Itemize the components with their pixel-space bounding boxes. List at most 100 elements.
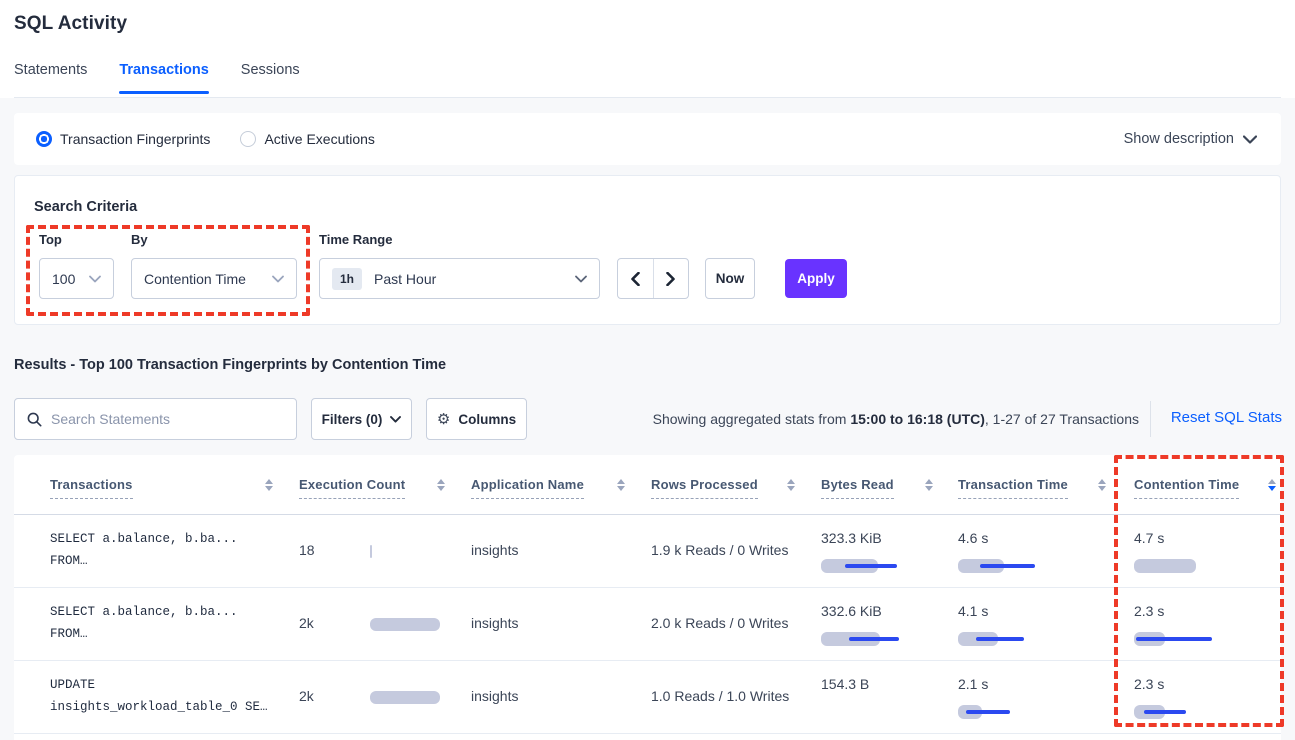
page-header: SQL Activity Statements Transactions Ses… [0, 0, 1295, 98]
next-interval-button[interactable] [654, 259, 689, 298]
tab-sessions[interactable]: Sessions [240, 62, 300, 78]
sort-icon-bytes-read[interactable] [925, 479, 933, 491]
by-field-label: By [131, 232, 148, 247]
stats-time-range: 15:00 to 16:18 (UTC) [850, 411, 985, 427]
radio-transaction-fingerprints[interactable]: Transaction Fingerprints [36, 131, 210, 147]
transaction-fingerprint-text[interactable]: SELECT a.balance, b.ba... FROM… [50, 605, 238, 641]
search-statements-box [14, 398, 297, 440]
time-range-nav [617, 258, 689, 299]
contention-time-value: 2.3 s [1134, 676, 1165, 692]
time-range-value: Past Hour [374, 270, 437, 287]
bytes-read-cell: 323.3 KiB [821, 515, 991, 588]
tab-transactions[interactable]: Transactions [119, 62, 210, 94]
column-header-execution-count[interactable]: Execution Count [299, 477, 406, 499]
transaction-time-cell: 2.1 s [958, 661, 1128, 734]
sort-icon-application-name[interactable] [617, 479, 625, 491]
table-header-row: Transactions Execution Count Application… [14, 455, 1281, 515]
contention-time-value: 4.7 s [1134, 530, 1165, 546]
apply-button[interactable]: Apply [785, 259, 847, 298]
transaction-time-value: 2.1 s [958, 676, 989, 692]
contention-time-stddev-line [1136, 637, 1212, 641]
transactions-table: Transactions Execution Count Application… [14, 455, 1281, 740]
transaction-time-cell: 4.1 s [958, 588, 1128, 661]
table-row[interactable]: SELECT a.balance, b.ba... FROM… 2k insigh… [14, 588, 1281, 661]
view-toggle-bar: Transaction Fingerprints Active Executio… [14, 113, 1281, 165]
column-header-contention-time[interactable]: Contention Time [1134, 477, 1240, 499]
chevron-down-icon [272, 275, 284, 283]
time-range-field-label: Time Range [319, 232, 393, 247]
column-header-rows-processed[interactable]: Rows Processed [651, 477, 758, 499]
transaction-time-value: 4.6 s [958, 530, 989, 546]
column-header-application-name[interactable]: Application Name [471, 477, 584, 499]
rows-processed-value: 2.0 k Reads / 0 Writes [651, 615, 789, 631]
top-field-label: Top [39, 232, 62, 247]
transaction-time-value: 4.1 s [958, 603, 989, 619]
chevron-down-icon [390, 415, 402, 423]
rows-processed-value: 1.0 Reads / 1.0 Writes [651, 688, 790, 704]
now-button[interactable]: Now [705, 258, 755, 299]
bytes-read-stddev-line [845, 564, 897, 568]
bytes-read-value: 154.3 B [821, 676, 870, 692]
execution-count-value: 2k [299, 615, 314, 631]
bytes-read-value: 332.6 KiB [821, 603, 882, 619]
top-select[interactable]: 100 [39, 258, 114, 299]
contention-time-cell: 2.3 s [1134, 661, 1295, 734]
radio-label: Active Executions [264, 131, 375, 147]
reset-sql-stats-link[interactable]: Reset SQL Stats [1170, 409, 1282, 426]
chevron-down-icon [1243, 134, 1257, 144]
by-select-value: Contention Time [144, 270, 246, 287]
transaction-fingerprint-text[interactable]: UPDATE insights_workload_table_0 SE… [50, 678, 268, 714]
view-radio-group: Transaction Fingerprints Active Executio… [36, 131, 375, 147]
radio-unselected-icon [240, 131, 257, 147]
application-name-value: insights [471, 688, 519, 704]
chevron-right-icon [666, 271, 676, 286]
table-row[interactable]: UPDATE insights_workload_table_0 SE… 2k i… [14, 661, 1281, 734]
bytes-read-cell: 154.3 B [821, 661, 991, 734]
sort-icon-transaction-time[interactable] [1098, 479, 1106, 491]
transaction-fingerprint-text[interactable]: SELECT a.balance, b.ba... FROM… [50, 532, 238, 568]
show-description-label: Show description [1123, 131, 1234, 147]
page-title: SQL Activity [14, 13, 128, 34]
transaction-time-cell: 4.6 s [958, 515, 1128, 588]
transaction-time-stddev-line [980, 564, 1035, 568]
toolbar-divider [1150, 401, 1151, 437]
top-select-value: 100 [52, 270, 76, 287]
sort-icon-rows-processed[interactable] [787, 479, 795, 491]
filters-button-label: Filters (0) [321, 411, 383, 427]
execution-count-value: 18 [299, 542, 315, 558]
column-header-bytes-read[interactable]: Bytes Read [821, 477, 894, 499]
execution-count-bar [370, 618, 440, 631]
contention-time-stddev-line [1144, 710, 1186, 714]
bytes-read-stddev-line [849, 637, 899, 641]
by-select[interactable]: Contention Time [131, 258, 297, 299]
tab-statements[interactable]: Statements [14, 62, 88, 78]
previous-interval-button[interactable] [618, 259, 654, 298]
search-statements-input[interactable] [51, 411, 286, 427]
time-range-select[interactable]: 1h Past Hour [319, 258, 600, 299]
chevron-left-icon [630, 271, 640, 286]
columns-button[interactable]: ⚙ Columns [426, 398, 527, 440]
radio-active-executions[interactable]: Active Executions [240, 131, 375, 147]
application-name-value: insights [471, 542, 519, 558]
filters-button[interactable]: Filters (0) [311, 398, 412, 440]
column-header-transaction-time[interactable]: Transaction Time [958, 477, 1068, 499]
sort-icon-transactions[interactable] [265, 479, 273, 491]
contention-time-bar [1134, 559, 1196, 573]
sort-icon-execution-count[interactable] [437, 479, 445, 491]
table-row[interactable]: SELECT a.balance, b.ba... FROM… 18 insigh… [14, 515, 1281, 588]
column-header-transactions[interactable]: Transactions [50, 477, 133, 499]
sort-icon-contention-time-active[interactable] [1268, 479, 1276, 491]
transaction-time-stddev-line [966, 710, 1010, 714]
rows-processed-value: 1.9 k Reads / 0 Writes [651, 542, 789, 558]
show-description-toggle[interactable]: Show description [1124, 131, 1257, 147]
application-name-value: insights [471, 615, 519, 631]
contention-time-cell: 4.7 s [1134, 515, 1295, 588]
execution-count-value: 2k [299, 688, 314, 704]
tabs-divider [14, 97, 1281, 98]
search-criteria-title: Search Criteria [34, 199, 138, 215]
execution-count-bar [370, 545, 372, 558]
time-range-badge: 1h [332, 267, 363, 290]
chevron-down-icon [89, 275, 101, 283]
radio-label: Transaction Fingerprints [60, 131, 211, 147]
